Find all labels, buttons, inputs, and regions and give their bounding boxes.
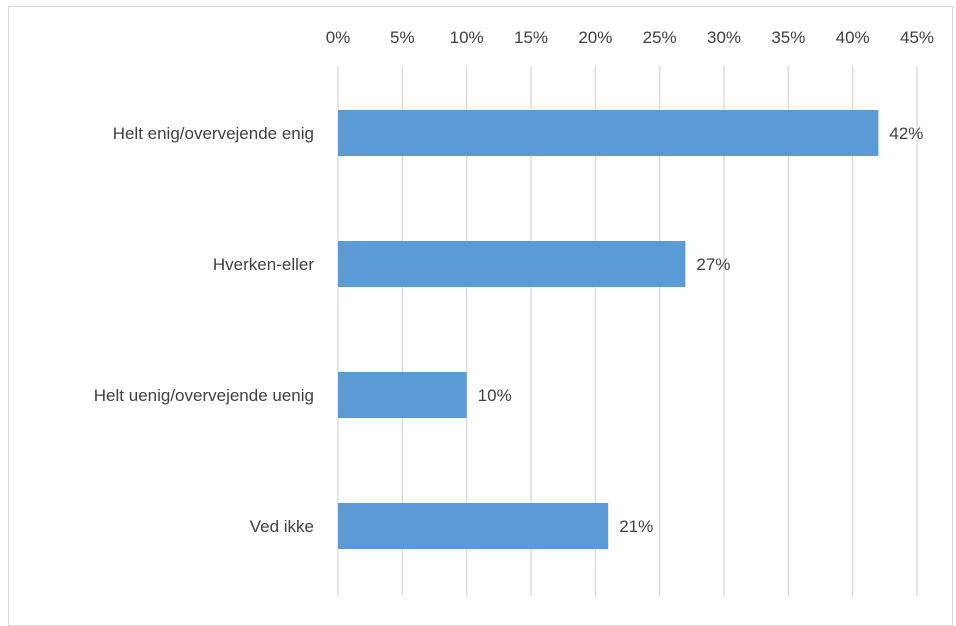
data-label: 10% xyxy=(478,386,512,405)
data-labels: 42% 27% 10% 21% xyxy=(478,124,924,536)
data-label: 21% xyxy=(619,517,653,536)
x-axis-tick-labels: 0% 5% 10% 15% 20% 25% 30% 35% 40% 45% xyxy=(326,28,934,47)
x-tick-label: 10% xyxy=(450,28,484,47)
category-labels: Helt enig/overvejende enig Hverken-eller H… xyxy=(94,124,315,536)
x-tick-label: 45% xyxy=(900,28,934,47)
x-tick-label: 25% xyxy=(643,28,677,47)
x-tick-label: 30% xyxy=(707,28,741,47)
x-tick-label: 5% xyxy=(390,28,415,47)
category-label: Hverken-eller xyxy=(213,255,314,274)
x-tick-label: 35% xyxy=(771,28,805,47)
x-tick-label: 40% xyxy=(836,28,870,47)
x-tick-label: 15% xyxy=(514,28,548,47)
data-label: 27% xyxy=(696,255,730,274)
bar xyxy=(338,241,686,287)
x-tick-label: 0% xyxy=(326,28,351,47)
bars xyxy=(338,110,879,549)
bar xyxy=(338,372,467,418)
x-tick-label: 20% xyxy=(578,28,612,47)
category-label: Helt enig/overvejende enig xyxy=(113,124,314,143)
category-label: Helt uenig/overvejende uenig xyxy=(94,386,314,405)
category-label: Ved ikke xyxy=(250,517,314,536)
bar xyxy=(338,503,609,549)
data-label: 42% xyxy=(889,124,923,143)
bar xyxy=(338,110,879,156)
